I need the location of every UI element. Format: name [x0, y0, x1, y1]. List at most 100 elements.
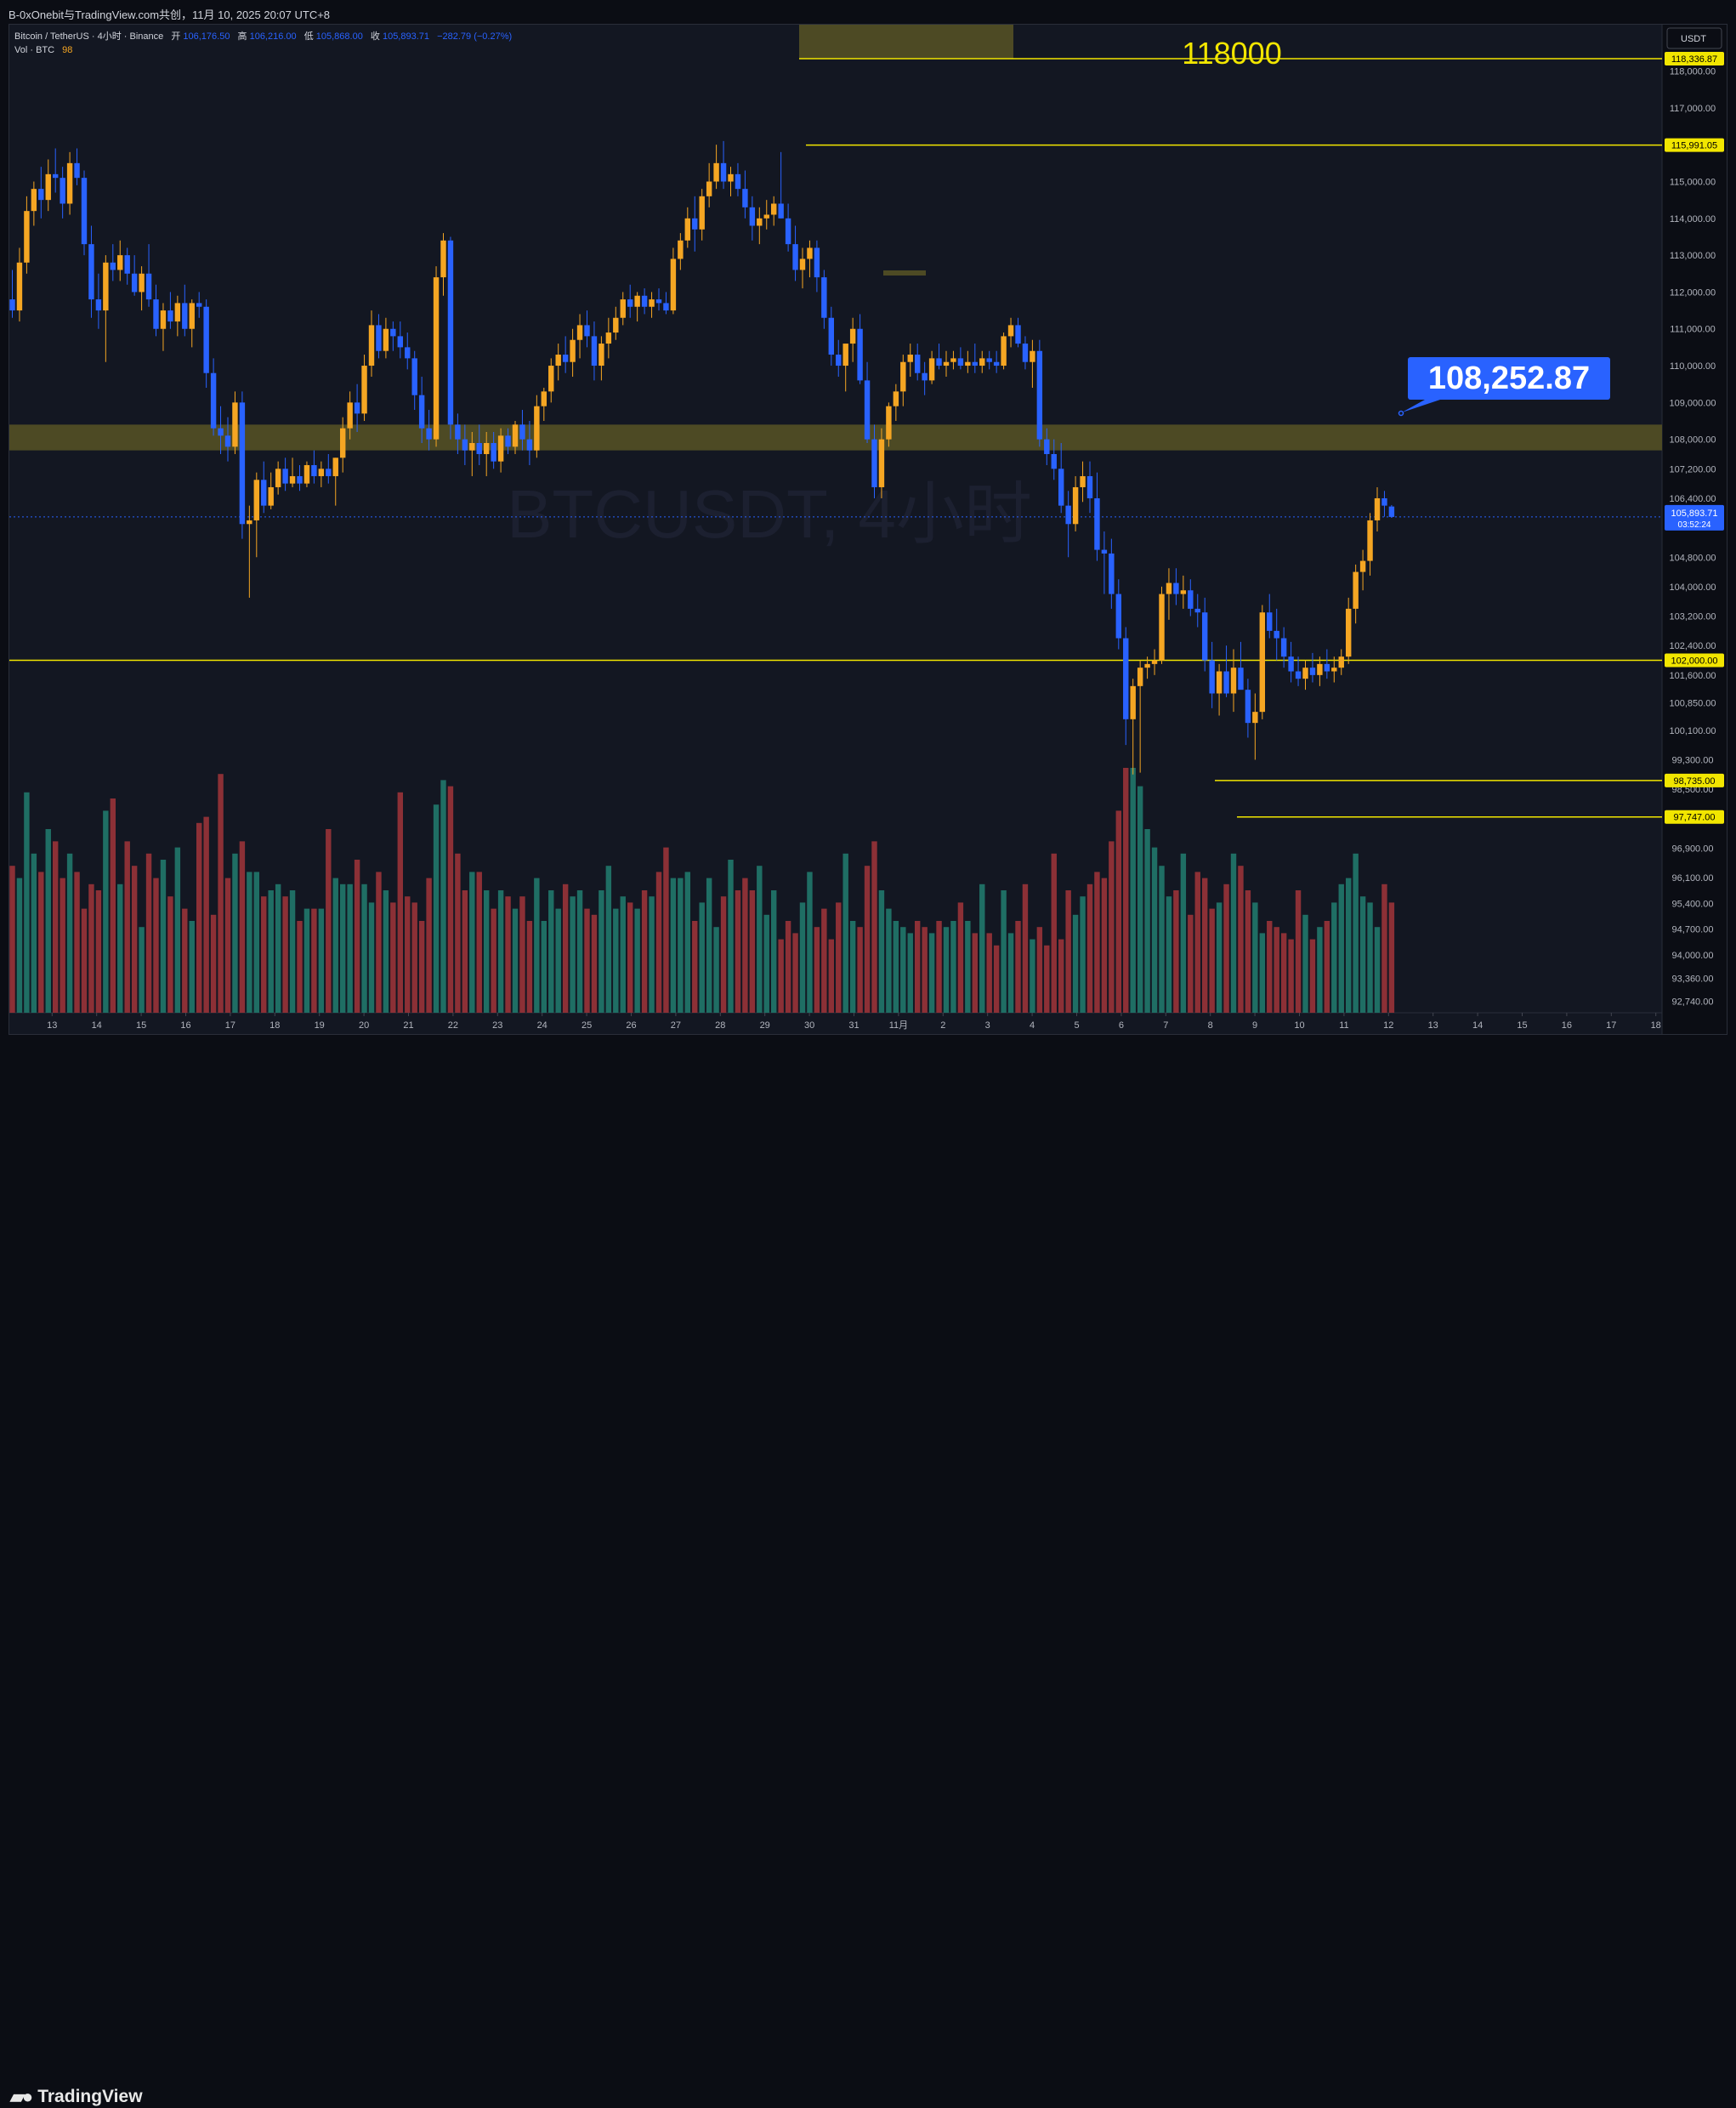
volume-bar: [1173, 890, 1179, 1013]
time-tick-label: 11月: [889, 1020, 908, 1031]
candle-body: [1223, 671, 1229, 694]
volume-bar: [548, 890, 554, 1013]
candle-body: [1295, 671, 1302, 679]
candle-body: [1238, 668, 1244, 690]
volume-bar: [519, 896, 525, 1013]
candle-body: [31, 189, 37, 212]
legend-vol-value: 98: [62, 45, 72, 55]
candle-body: [849, 328, 856, 344]
volume-bar: [641, 890, 648, 1013]
candle-body: [354, 402, 360, 414]
volume-bar: [907, 933, 913, 1013]
volume-bar: [591, 914, 598, 1013]
volume-bar: [842, 853, 848, 1013]
volume-bar: [1180, 853, 1187, 1013]
candle-body: [1030, 350, 1035, 362]
volume-bar: [383, 890, 389, 1013]
candle-body: [1094, 497, 1100, 550]
candle-body: [1216, 671, 1223, 694]
candle-body: [447, 240, 454, 425]
price-tick-label: 104,800.00: [1669, 553, 1716, 563]
volume-bar: [505, 896, 511, 1013]
volume-bar: [1072, 914, 1079, 1013]
legend-low: 105,868.00: [316, 31, 363, 42]
volume-bar: [943, 927, 950, 1013]
tradingview-logo[interactable]: ▰● TradingView: [10, 2086, 143, 2108]
candle-body: [311, 464, 317, 476]
price-axis[interactable]: 118,000.00117,000.00116,000.00115,000.00…: [1665, 51, 1724, 1008]
volume-bar: [66, 853, 73, 1013]
candle-body: [763, 214, 769, 219]
price-tick-label: 98,500.00: [1672, 785, 1714, 795]
price-tick-label: 118,000.00: [1670, 67, 1716, 77]
volume-bar: [526, 921, 533, 1013]
volume-bar: [1359, 896, 1366, 1013]
time-tick-label: 17: [225, 1020, 235, 1031]
volume-bar: [986, 933, 992, 1013]
time-tick-label: 22: [448, 1020, 458, 1031]
time-axis[interactable]: 13 14 15 16 17 18 19 20 21 22 23 24 25 26 27 28 29 30 31 11…: [47, 1013, 1661, 1031]
candle-body: [864, 380, 871, 440]
volume-bar: [1159, 866, 1165, 1013]
volume-bar: [728, 860, 734, 1013]
candle-body: [699, 196, 705, 230]
price-tick-label: 109,000.00: [1669, 398, 1716, 408]
candle-body: [1137, 668, 1143, 686]
chart-panel[interactable]: BTCUSDT, 4小时 118000 108,252.87 118,000.0…: [9, 24, 1727, 1035]
candle-body: [361, 366, 367, 414]
candle-body: [807, 247, 813, 259]
currency-button[interactable]: USDT: [1666, 27, 1722, 49]
candle-body: [1115, 594, 1122, 639]
legend-change: −282.79 (−0.27%): [437, 31, 512, 42]
candle-body: [224, 435, 231, 447]
candle-body: [239, 402, 246, 525]
volume-bar: [584, 908, 590, 1013]
level-price-label: 118,336.87: [1671, 54, 1717, 65]
candle-body: [814, 247, 820, 278]
candle-body: [1353, 571, 1359, 609]
candle-body: [1274, 630, 1279, 639]
candlestick-chart[interactable]: BTCUSDT, 4小时 118000 108,252.87 118,000.0…: [9, 25, 1727, 1034]
volume-bar: [16, 878, 23, 1013]
volume-bar: [160, 860, 167, 1013]
price-tick-label: 92,740.00: [1672, 997, 1714, 1008]
volume-bar: [928, 933, 935, 1013]
candle-body: [261, 480, 267, 506]
candle-body: [1180, 590, 1187, 594]
candle-body: [576, 325, 583, 340]
candle-body: [1338, 656, 1344, 668]
candle-body: [1130, 685, 1136, 719]
candle-body: [232, 402, 238, 447]
candle-body: [742, 189, 748, 207]
volume-bar: [31, 853, 37, 1013]
volume-bar: [117, 884, 123, 1013]
volume-bar: [497, 890, 504, 1013]
time-tick-label: 21: [403, 1020, 413, 1031]
svg-text:USDT: USDT: [1681, 34, 1706, 44]
volume-bar: [541, 921, 547, 1013]
volume-bar: [304, 908, 310, 1013]
volume-bar: [1151, 847, 1158, 1013]
candle-body: [757, 218, 763, 226]
volume-bar: [491, 908, 496, 1013]
volume-bar: [886, 908, 892, 1013]
time-tick-label: 11: [1339, 1020, 1348, 1031]
volume-bar: [1030, 939, 1035, 1013]
candle-body: [706, 181, 712, 196]
price-callout[interactable]: 108,252.87: [1398, 357, 1611, 417]
volume-bar: [993, 945, 1000, 1013]
candle-body: [440, 240, 446, 278]
candle-body: [605, 332, 612, 344]
candle-body: [1151, 660, 1158, 664]
volume-bar: [196, 822, 202, 1013]
candle-body: [1324, 663, 1330, 672]
volume-bar: [965, 921, 971, 1013]
volume-bar: [426, 878, 432, 1013]
candle-body: [1209, 660, 1215, 694]
watermark: BTCUSDT, 4小时: [507, 476, 1032, 552]
volume-bar: [757, 866, 763, 1013]
volume-bar: [1345, 878, 1352, 1013]
volume-bar: [1137, 786, 1143, 1013]
price-tick-label: 110,000.00: [1670, 361, 1716, 372]
candle-body: [893, 391, 899, 406]
